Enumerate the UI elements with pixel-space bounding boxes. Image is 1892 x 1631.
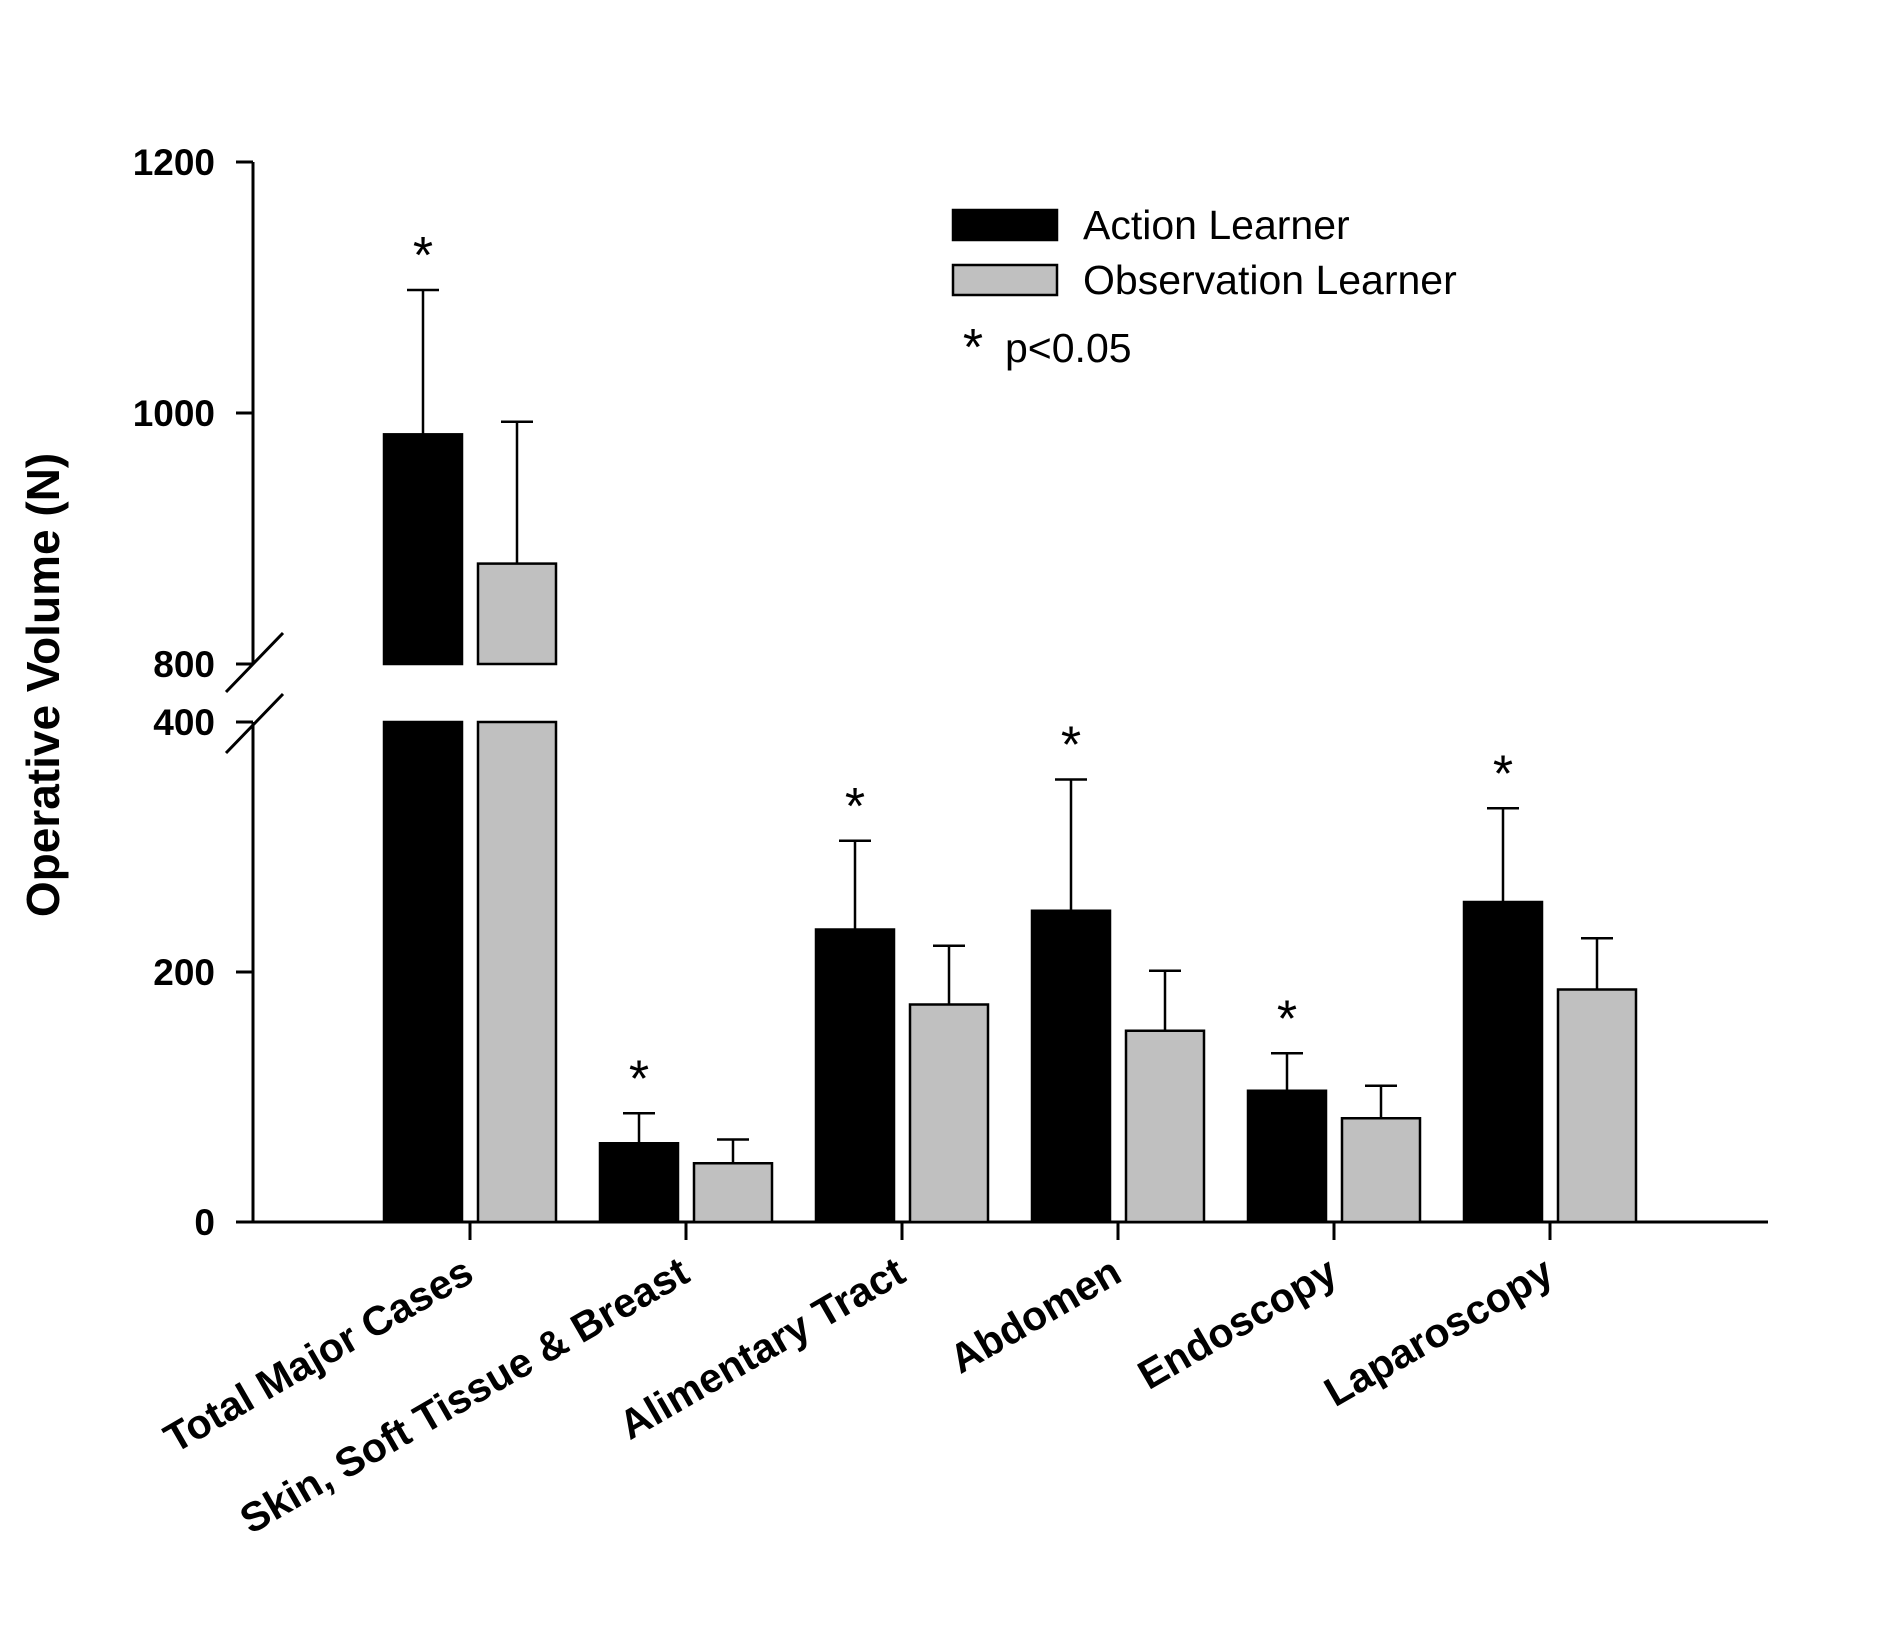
legend-swatch: [951, 208, 1059, 242]
bar: [1124, 1029, 1206, 1224]
bar-lower-segment: [382, 720, 464, 1224]
legend-swatch: [951, 263, 1059, 297]
legend: Action Learner Observation Learner * p<0.05: [951, 202, 1457, 377]
significance-star: *: [1061, 717, 1081, 775]
y-tick-label: 800: [153, 644, 215, 685]
bar: [1556, 988, 1638, 1224]
axis-break-mark-upper: [224, 631, 285, 694]
significance-star: *: [413, 227, 433, 285]
y-tick-label: 1000: [133, 393, 215, 434]
bar: [814, 928, 896, 1224]
y-tick-label: 1200: [133, 142, 215, 183]
significance-star: *: [1277, 990, 1297, 1048]
significance-star: *: [845, 778, 865, 836]
category-label: Laparoscopy: [1316, 1248, 1560, 1416]
legend-significance-symbol: *: [963, 319, 983, 377]
legend-significance-label: p<0.05: [1005, 325, 1132, 371]
bar-upper-segment: [382, 433, 464, 666]
significance-star: *: [1493, 745, 1513, 803]
axis-break-mark-lower: [224, 692, 285, 755]
y-tick-label: 200: [153, 952, 215, 993]
bar: [1462, 900, 1544, 1224]
bar: [692, 1162, 774, 1224]
y-tick-label: 0: [194, 1202, 215, 1243]
bar: [1030, 909, 1112, 1224]
bar-lower-segment: [476, 720, 558, 1224]
category-label: Abdomen: [942, 1248, 1129, 1382]
significance-star: *: [629, 1050, 649, 1108]
bar: [908, 1003, 990, 1224]
category-label: Endoscopy: [1130, 1248, 1345, 1398]
legend-label: Observation Learner: [1083, 257, 1457, 303]
axes: 0 200 400 800 1000 1200 Operative Volume (N): [17, 142, 1768, 1243]
legend-label: Action Learner: [1083, 202, 1350, 248]
y-tick-label: 400: [153, 702, 215, 743]
bar: [1340, 1117, 1422, 1224]
bar: [598, 1142, 680, 1224]
y-axis-label: Operative Volume (N): [17, 453, 69, 917]
bars: * * * * * *: [382, 227, 1638, 1224]
bar-upper-segment: [476, 562, 558, 666]
bar: [1246, 1089, 1328, 1224]
